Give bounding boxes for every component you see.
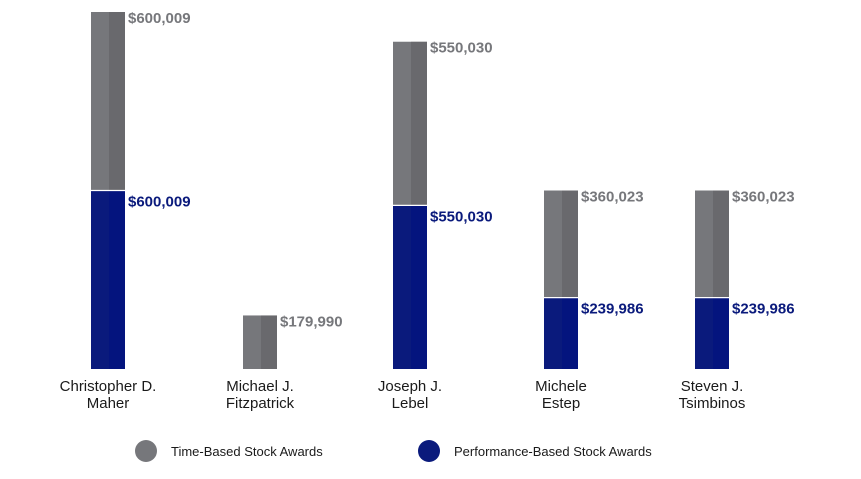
category-label-4-0: Steven J. [681, 378, 744, 395]
value-label-time-4: $360,023 [732, 189, 795, 206]
value-label-time-2: $550,030 [430, 40, 493, 57]
category-label-4-1: Tsimbinos [679, 395, 746, 412]
category-label-3-1: Estep [542, 395, 580, 412]
category-label-0-1: Maher [87, 395, 130, 412]
bar-time-0-shade [109, 12, 125, 191]
value-label-time-0: $600,009 [128, 10, 191, 27]
bar-time-4-shade [713, 190, 729, 298]
category-label-3-0: Michele [535, 378, 587, 395]
value-label-performance-2: $550,030 [430, 208, 493, 225]
category-label-0-0: Christopher D. [60, 378, 157, 395]
value-label-time-1: $179,990 [280, 313, 343, 330]
legend-swatch-performance-based [418, 440, 440, 462]
value-label-performance-3: $239,986 [581, 301, 644, 318]
legend-item-time-based: Time-Based Stock Awards [135, 440, 323, 462]
bar-performance-3-shade [562, 297, 578, 369]
bar-performance-2-shade [411, 205, 427, 369]
value-label-time-3: $360,023 [581, 189, 644, 206]
stacked-bar-chart: $600,009 $600,009 Christopher D.Maher $179,… [60, 10, 795, 412]
bar-time-2-shade [411, 41, 427, 206]
legend-label-performance-based: Performance-Based Stock Awards [454, 443, 652, 459]
bar-time-1-shade [261, 315, 277, 369]
value-label-performance-0: $600,009 [128, 194, 191, 211]
category-label-2-1: Lebel [392, 395, 429, 412]
legend-swatch-time-based [135, 440, 157, 462]
category-label-1-0: Michael J. [226, 378, 294, 395]
legend-item-performance-based: Performance-Based Stock Awards [418, 440, 652, 462]
bar-time-3-shade [562, 190, 578, 298]
bar-performance-0-shade [109, 190, 125, 369]
category-label-1-1: Fitzpatrick [226, 395, 295, 412]
category-label-2-0: Joseph J. [378, 378, 442, 395]
legend-label-time-based: Time-Based Stock Awards [171, 443, 323, 459]
value-label-performance-4: $239,986 [732, 301, 795, 318]
chart-legend: Time-Based Stock Awards Performance-Base… [0, 440, 861, 464]
bar-performance-4-shade [713, 297, 729, 369]
